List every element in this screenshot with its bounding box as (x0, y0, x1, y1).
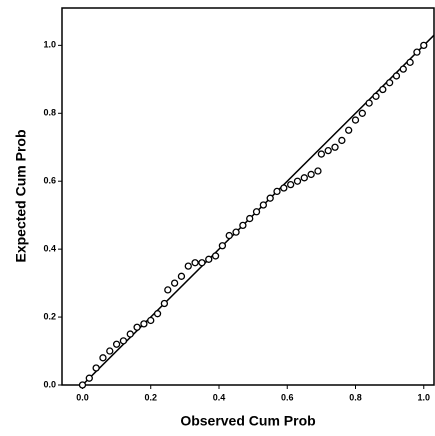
data-point (399, 65, 407, 73)
data-point (307, 170, 315, 179)
data-point (259, 201, 268, 209)
data-point (385, 79, 394, 87)
x-tick-label: 0.4 (213, 392, 226, 402)
data-point (147, 316, 155, 325)
data-point (392, 72, 401, 80)
data-point (273, 187, 281, 196)
data-point (205, 255, 213, 263)
data-point (338, 136, 346, 145)
data-point (218, 242, 227, 250)
data-point (287, 180, 295, 189)
data-point (252, 208, 261, 216)
data-point (358, 109, 366, 117)
data-point (266, 194, 274, 202)
plot-frame (61, 7, 435, 386)
data-point (92, 364, 100, 372)
data-point (345, 126, 353, 134)
data-point (164, 286, 172, 294)
data-point (78, 381, 87, 389)
y-axis-title: Expected Cum Prob (13, 129, 29, 262)
data-point (211, 252, 220, 260)
data-point (372, 92, 380, 100)
data-point (160, 299, 169, 308)
y-tick-label: 1.0 (43, 40, 56, 50)
x-tick-label: 0.2 (144, 392, 157, 402)
data-point (170, 279, 179, 287)
x-axis-title: Observed Cum Prob (180, 413, 315, 429)
data-point (85, 374, 93, 382)
data-point (191, 259, 199, 267)
data-point (314, 167, 322, 175)
y-tick-label: 0.8 (43, 108, 56, 118)
data-point (99, 354, 107, 362)
data-point (184, 262, 192, 270)
data-point (177, 272, 186, 280)
data-point (198, 259, 206, 267)
y-tick-label: 0.6 (43, 176, 56, 186)
x-tick-label: 1.0 (418, 392, 431, 402)
data-point (119, 337, 128, 345)
data-point (246, 214, 254, 223)
data-point (351, 116, 360, 124)
y-tick-label: 0.4 (43, 244, 56, 254)
x-tick-label: 0.0 (76, 392, 89, 402)
x-tick-label: 0.8 (349, 392, 362, 402)
data-point (293, 177, 302, 185)
data-point (239, 221, 247, 230)
y-tick-label: 0.0 (43, 379, 56, 389)
y-tick-label: 0.2 (43, 311, 56, 321)
data-point (420, 41, 428, 50)
data-point (365, 99, 373, 107)
data-point (112, 340, 121, 348)
data-point (300, 174, 308, 182)
data-point (133, 323, 141, 331)
data-point (413, 48, 421, 56)
data-point (317, 150, 326, 158)
x-tick-label: 0.6 (281, 392, 294, 402)
data-point (406, 58, 414, 66)
data-point (140, 320, 148, 328)
data-point (106, 347, 114, 355)
data-point (126, 330, 134, 338)
data-point (324, 146, 332, 155)
data-point (153, 310, 162, 318)
data-point (331, 143, 339, 151)
data-point (379, 85, 387, 94)
data-point (232, 228, 240, 236)
data-point (225, 231, 233, 240)
data-point (280, 184, 288, 192)
